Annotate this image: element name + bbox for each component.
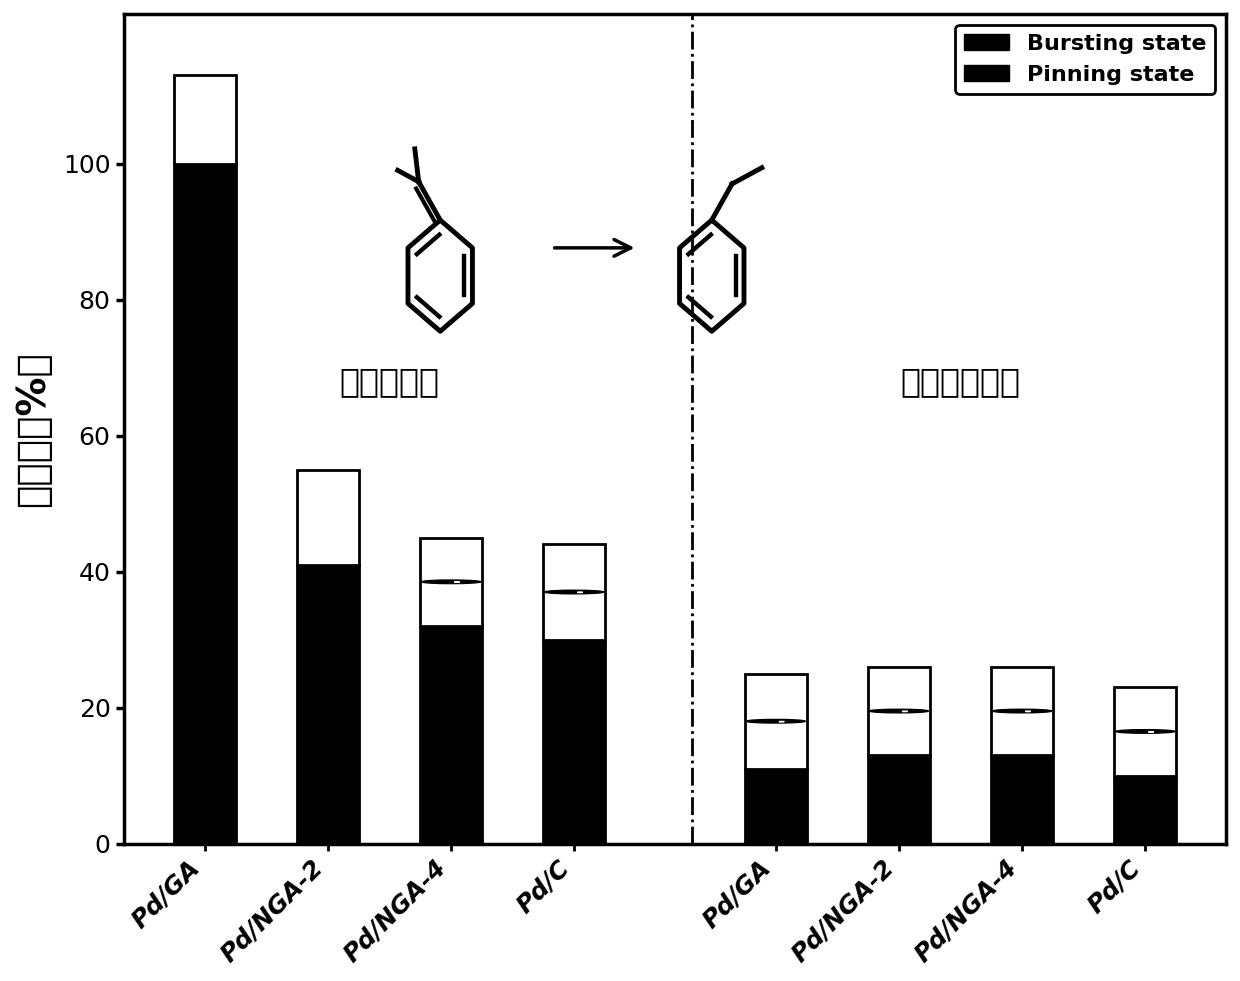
Bar	[1115, 688, 1176, 776]
Circle shape	[422, 580, 481, 584]
Bar	[868, 667, 930, 755]
Bar	[420, 538, 482, 626]
Circle shape	[1116, 730, 1174, 733]
Bar	[991, 667, 1053, 755]
Bar	[298, 470, 358, 565]
Bar	[1115, 776, 1176, 844]
Bar	[868, 755, 930, 844]
Circle shape	[746, 719, 805, 723]
Bar	[745, 674, 806, 769]
Circle shape	[544, 591, 604, 594]
Circle shape	[992, 709, 1052, 713]
Bar	[174, 76, 236, 164]
Bar	[420, 626, 482, 844]
Bar	[745, 769, 806, 844]
Bar	[991, 755, 1053, 844]
Bar	[298, 565, 358, 844]
Text: 在水中反应: 在水中反应	[340, 365, 439, 397]
Circle shape	[869, 709, 929, 713]
Y-axis label: 转化率（%）: 转化率（%）	[14, 351, 52, 507]
Bar	[543, 640, 605, 844]
Bar	[174, 164, 236, 844]
Bar	[543, 544, 605, 640]
Legend: Bursting state, Pinning state: Bursting state, Pinning state	[956, 25, 1215, 94]
Text: 在乙醇中反应: 在乙醇中反应	[900, 365, 1021, 397]
